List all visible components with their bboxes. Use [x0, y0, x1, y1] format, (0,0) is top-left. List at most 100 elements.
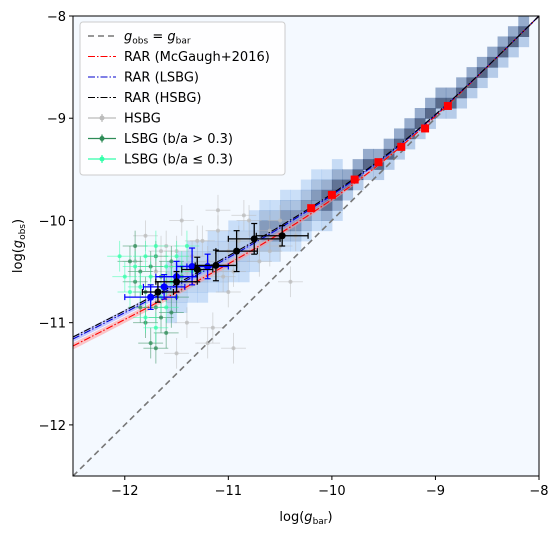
heatmap-cell	[373, 169, 385, 181]
plot-frame	[72, 15, 540, 477]
scatter-point	[143, 312, 169, 344]
heatmap-cell	[207, 240, 219, 252]
rar-hsbg-line	[73, 16, 539, 338]
binned-point	[255, 224, 309, 247]
scatter-point	[117, 276, 143, 308]
scatter-point	[236, 205, 262, 236]
heatmap-cell	[445, 87, 457, 99]
scatter-point	[164, 338, 189, 369]
heatmap-cell	[300, 189, 312, 201]
mcgaugh-bin-marker	[307, 204, 316, 213]
heatmap-cell	[362, 169, 374, 181]
scatter-point	[158, 297, 184, 328]
heatmap-cell	[507, 46, 519, 58]
heatmap-cell	[331, 200, 343, 211]
x-tick-label: −10	[318, 484, 345, 499]
heatmap-cell	[487, 46, 499, 58]
heatmap-cell	[269, 200, 281, 211]
heatmap-cell	[311, 189, 323, 201]
heatmap-cell	[394, 128, 405, 140]
heatmap-cell	[476, 56, 488, 68]
binned-point	[181, 256, 214, 283]
legend-label: RAR (HSBG)	[124, 91, 202, 106]
scatter-point	[278, 266, 303, 298]
heatmap-cell	[331, 159, 343, 170]
heatmap-cell	[394, 148, 405, 160]
heatmap-cell	[321, 179, 333, 191]
heatmap-cell	[497, 56, 509, 68]
heatmap-cell	[321, 200, 333, 211]
heatmap-cell	[249, 251, 260, 262]
scatter-point	[138, 327, 164, 359]
x-tick-label: −12	[111, 484, 138, 499]
heatmap-cell	[435, 97, 447, 109]
legend-label: RAR (McGaugh+2016)	[124, 50, 270, 65]
heatmap-cell	[321, 189, 333, 201]
heatmap-cell	[466, 87, 478, 99]
heatmap-cell	[290, 210, 302, 221]
heatmap-cell	[425, 108, 436, 119]
heatmap-cell	[476, 77, 488, 89]
heatmap-cell	[435, 87, 447, 99]
scatter-point	[200, 312, 226, 344]
mcgaugh-bin-marker	[327, 190, 336, 199]
y-tick-label: −8	[47, 10, 66, 25]
mcgaugh-bin-marker	[374, 158, 383, 167]
legend-item: RAR (HSBG)	[88, 91, 202, 106]
heatmap-cell	[311, 210, 323, 221]
scatter-point	[174, 230, 200, 262]
heatmap-cell	[228, 220, 240, 232]
scatter-point	[169, 205, 195, 236]
heatmap-cell	[197, 292, 209, 303]
heatmap-cell	[414, 108, 426, 119]
legend-item: LSBG (b/a > 0.3)	[88, 132, 233, 147]
axis-ticks: −12 −11 −10 −9 −8 −12 −11 −10 −9 −8	[39, 10, 549, 499]
heatmap-cell	[217, 230, 229, 242]
heatmap-cell	[207, 281, 219, 293]
heatmap-cell	[300, 179, 312, 191]
heatmap-cell	[352, 179, 364, 191]
heatmap-cell	[352, 159, 364, 170]
y-tick-label: −10	[39, 214, 66, 229]
heatmap-cell	[311, 179, 323, 191]
heatmap-cell	[259, 220, 271, 232]
x-tick-label: −11	[215, 484, 242, 499]
x-tick-label: −8	[529, 484, 548, 499]
legend: gobs = gbar RAR (McGaugh+2016) RAR (LSBG) R…	[79, 21, 286, 176]
legend-item: LSBG (b/a ≤ 0.3)	[88, 153, 233, 168]
heatmap-cell	[435, 108, 447, 119]
scatter-point	[174, 307, 200, 338]
scatter-point	[143, 230, 169, 262]
heatmap-cell	[518, 36, 530, 48]
heatmap-cell	[176, 302, 188, 313]
heatmap-cell	[518, 16, 530, 27]
heatmap-cell	[290, 200, 302, 211]
binned-point	[141, 281, 175, 303]
binned-point	[186, 253, 229, 280]
scatter-point	[107, 240, 133, 272]
heatmap-cell	[404, 118, 416, 129]
heatmap-cell	[207, 251, 219, 262]
heatmap-cell	[342, 169, 354, 181]
heatmap-cell	[311, 169, 323, 181]
heatmap-cell	[352, 169, 364, 181]
heatmap-cell	[425, 97, 436, 109]
heatmap-cell	[259, 210, 271, 221]
heatmap-cell	[238, 261, 250, 273]
rar-lines	[73, 16, 539, 476]
legend-label: gobs = gbar	[124, 30, 191, 47]
heatmap-cell	[259, 200, 271, 211]
heatmap-cell	[228, 230, 240, 242]
heatmap-cell	[300, 220, 312, 232]
heatmap-cell	[311, 220, 323, 232]
legend-label: LSBG (b/a > 0.3)	[124, 132, 233, 147]
heatmap-cell	[362, 148, 374, 160]
heatmap-cell	[445, 108, 457, 119]
heatmap-cell	[331, 179, 343, 191]
heatmap-cell	[269, 220, 281, 232]
heatmap-cell	[280, 189, 291, 201]
y-axis-label: log(gobs)	[11, 219, 28, 273]
y-tick-label: −12	[39, 419, 66, 434]
mcgaugh-bin-marker	[421, 124, 430, 133]
